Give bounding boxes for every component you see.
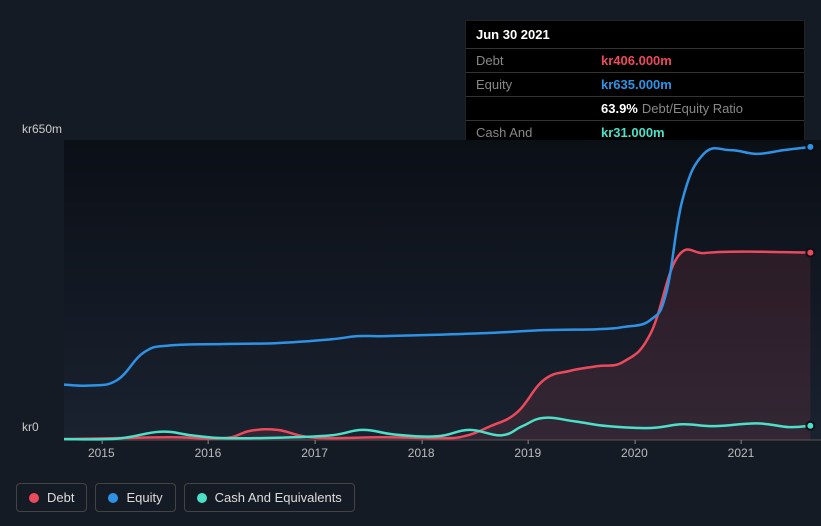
tooltip-row-label — [476, 101, 601, 116]
series-end-marker-cash — [806, 422, 814, 430]
x-axis: 2015 2016 2017 2018 2019 2020 2021 — [48, 446, 805, 466]
tooltip-row: Debtkr406.000m — [466, 49, 804, 73]
legend-item-cash[interactable]: Cash And Equivalents — [184, 483, 355, 512]
legend-label: Cash And Equivalents — [215, 490, 342, 505]
y-tick-max: kr650m — [22, 122, 62, 136]
tooltip-date: Jun 30 2021 — [466, 21, 804, 49]
legend-label: Equity — [126, 490, 162, 505]
x-tick: 2020 — [621, 446, 648, 460]
x-tick: 2015 — [88, 446, 115, 460]
x-tick: 2021 — [728, 446, 755, 460]
tooltip-row: Equitykr635.000m — [466, 73, 804, 97]
legend-swatch — [29, 493, 39, 503]
x-tick: 2018 — [408, 446, 435, 460]
legend-swatch — [108, 493, 118, 503]
tooltip-row-label: Debt — [476, 53, 601, 68]
x-tick: 2016 — [195, 446, 222, 460]
legend-item-equity[interactable]: Equity — [95, 483, 175, 512]
tooltip-row-suffix: Debt/Equity Ratio — [642, 101, 743, 116]
legend-item-debt[interactable]: Debt — [16, 483, 87, 512]
legend: Debt Equity Cash And Equivalents — [16, 483, 355, 512]
x-tick: 2019 — [514, 446, 541, 460]
tooltip-row-value: kr406.000m — [601, 53, 794, 68]
legend-swatch — [197, 493, 207, 503]
legend-label: Debt — [47, 490, 74, 505]
x-tick: 2017 — [301, 446, 328, 460]
tooltip-row-value: kr635.000m — [601, 77, 794, 92]
hover-tooltip: Jun 30 2021 Debtkr406.000mEquitykr635.00… — [465, 20, 805, 160]
chart-plot[interactable] — [16, 140, 805, 440]
chart-container: Jun 30 2021 Debtkr406.000mEquitykr635.00… — [0, 0, 821, 526]
tooltip-row: 63.9%Debt/Equity Ratio — [466, 97, 804, 121]
tooltip-row-value: 63.9%Debt/Equity Ratio — [601, 101, 794, 116]
series-end-marker-equity — [806, 143, 814, 151]
series-end-marker-debt — [806, 249, 814, 257]
tooltip-row-label: Equity — [476, 77, 601, 92]
